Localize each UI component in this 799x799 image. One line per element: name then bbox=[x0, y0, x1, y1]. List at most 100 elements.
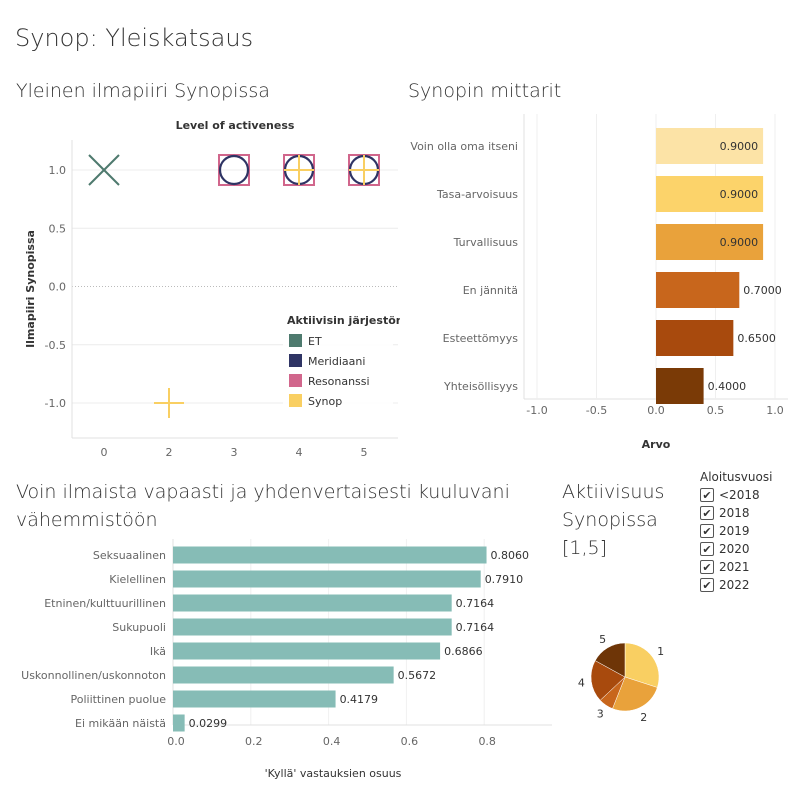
data-label: 0.7000 bbox=[743, 284, 782, 297]
activity-sheet-title: Aktiivisuus Synopissa [1,5] bbox=[562, 478, 664, 562]
data-label: 0.8060 bbox=[491, 549, 530, 562]
x-tick-label: -1.0 bbox=[526, 404, 547, 417]
minority-title-line2: vähemmistöön bbox=[16, 509, 158, 531]
legend-swatch-et bbox=[289, 334, 302, 347]
x-tick-label: 0.0 bbox=[167, 735, 185, 748]
category-label: Ei mikään näistä bbox=[75, 717, 166, 730]
data-label: 0.7910 bbox=[485, 573, 523, 586]
bar bbox=[656, 272, 740, 308]
bar bbox=[173, 546, 487, 564]
data-label: 0.4000 bbox=[708, 380, 747, 393]
x-tick-label: 1.0 bbox=[766, 404, 784, 417]
activity-title-line3: [1,5] bbox=[562, 537, 608, 559]
bar bbox=[656, 224, 764, 260]
checkbox-icon[interactable]: ✔ bbox=[700, 488, 714, 502]
x-tick-label: 0.2 bbox=[245, 735, 263, 748]
x-tick-label: 0.0 bbox=[647, 404, 665, 417]
filter-item-label: 2019 bbox=[719, 524, 750, 538]
bar bbox=[173, 666, 394, 684]
bar bbox=[656, 320, 734, 356]
filter-item-2021[interactable]: ✔ 2021 bbox=[700, 558, 795, 576]
category-label: Ikä bbox=[150, 645, 166, 658]
data-label: 0.9000 bbox=[720, 188, 759, 201]
category-label: Turvallisuus bbox=[453, 236, 519, 249]
bar bbox=[173, 690, 336, 708]
minority-bar-chart: 0.0 0.2 0.4 0.6 0.8 'Kyllä' vastauksien osuus… bbox=[21, 539, 552, 780]
data-label: 0.4179 bbox=[340, 693, 379, 706]
filter-item-2020[interactable]: ✔ 2020 bbox=[700, 540, 795, 558]
pie-label-2: 2 bbox=[640, 711, 647, 724]
x-tick-label: 5 bbox=[361, 446, 368, 459]
climate-scatter-chart: Level of activeness 1.0 0.5 0.0 -0.5 -1.0 0 2 3 4… bbox=[24, 119, 400, 459]
y-axis-label: Ilmapiiri Synopissa bbox=[24, 230, 37, 348]
filter-item-2019[interactable]: ✔ 2019 bbox=[700, 522, 795, 540]
data-label: 0.0299 bbox=[189, 717, 228, 730]
x-tick-label: 3 bbox=[231, 446, 238, 459]
checkbox-icon[interactable]: ✔ bbox=[700, 542, 714, 556]
y-tick-label: 0.5 bbox=[49, 222, 67, 235]
checkbox-icon[interactable]: ✔ bbox=[700, 578, 714, 592]
filter-item-2018[interactable]: ✔ 2018 bbox=[700, 504, 795, 522]
category-label: Uskonnollinen/uskonnoton bbox=[21, 669, 166, 682]
activity-title-line1: Aktiivisuus bbox=[562, 481, 665, 503]
minority-sheet-title: Voin ilmaista vapaasti ja yhdenvertaises… bbox=[16, 478, 510, 534]
bar bbox=[173, 570, 481, 588]
data-label: 0.5672 bbox=[398, 669, 437, 682]
category-label: Poliittinen puolue bbox=[70, 693, 166, 706]
legend-swatch-resonanssi bbox=[289, 374, 302, 387]
category-label: Esteettömyys bbox=[443, 332, 519, 345]
scatter-point-synop bbox=[284, 155, 314, 185]
y-tick-label: 0.0 bbox=[49, 281, 67, 294]
metrics-sheet-title: Synopin mittarit bbox=[408, 80, 562, 102]
category-label: Sukupuoli bbox=[112, 621, 166, 634]
x-tick-label: 2 bbox=[166, 446, 173, 459]
x-tick-label: 0.5 bbox=[707, 404, 725, 417]
data-label: 0.9000 bbox=[720, 140, 759, 153]
bar bbox=[173, 714, 185, 732]
scatter-point-et bbox=[88, 154, 120, 186]
activity-pie-chart: 1 2 3 4 5 bbox=[578, 633, 664, 724]
filter-item-before-2018[interactable]: ✔ <2018 bbox=[700, 486, 795, 504]
pie-slice-4 bbox=[590, 660, 626, 701]
checkbox-icon[interactable]: ✔ bbox=[700, 560, 714, 574]
x-tick-label: 0.8 bbox=[478, 735, 496, 748]
pie-slice-2 bbox=[612, 676, 658, 712]
pie-slice-5 bbox=[594, 642, 626, 678]
filter-title: Aloitusvuosi bbox=[700, 470, 773, 484]
filter-item-label: 2021 bbox=[719, 560, 750, 574]
metrics-bar-chart: -1.0 -0.5 0.0 0.5 1.0 Arvo Voin olla oma itsen… bbox=[410, 114, 788, 451]
pie-label-5: 5 bbox=[599, 633, 606, 646]
climate-chart-title: Level of activeness bbox=[176, 119, 295, 132]
filter-item-label: 2022 bbox=[719, 578, 750, 592]
bar bbox=[173, 642, 441, 660]
x-tick-label: 4 bbox=[296, 446, 303, 459]
cross-stroke bbox=[88, 154, 120, 186]
category-label: Kielellinen bbox=[109, 573, 166, 586]
filter-item-2022[interactable]: ✔ 2022 bbox=[700, 576, 795, 594]
legend-label-et: ET bbox=[308, 335, 322, 348]
legend-swatch-synop bbox=[289, 394, 302, 407]
data-label: 0.6866 bbox=[444, 645, 483, 658]
start-year-filter: Aloitusvuosi ✔ <2018 ✔ 2018 ✔ 2019 ✔ 2020 ✔ 2021 ✔… bbox=[700, 470, 795, 594]
bar bbox=[173, 594, 452, 612]
y-tick-label: -1.0 bbox=[45, 397, 66, 410]
category-label: Voin olla oma itseni bbox=[410, 140, 518, 153]
bar bbox=[656, 368, 704, 404]
x-tick-label: 0.4 bbox=[323, 735, 341, 748]
pie-label-4: 4 bbox=[578, 677, 585, 690]
filter-item-label: 2020 bbox=[719, 542, 750, 556]
pie-label-1: 1 bbox=[657, 645, 664, 658]
legend-title: Aktiivisin järjestöni bbox=[287, 314, 400, 327]
x-tick-label: 0 bbox=[101, 446, 108, 459]
checkbox-icon[interactable]: ✔ bbox=[700, 524, 714, 538]
pie-slice-1 bbox=[624, 642, 660, 688]
data-label: 0.7164 bbox=[456, 597, 495, 610]
legend-label-resonanssi: Resonanssi bbox=[308, 375, 370, 388]
y-tick-label: 1.0 bbox=[49, 164, 67, 177]
x-axis-label: 'Kyllä' vastauksien osuus bbox=[265, 767, 402, 780]
category-label: Yhteisöllisyys bbox=[443, 380, 518, 393]
dashboard-title: Synop: Yleiskatsaus bbox=[15, 24, 254, 52]
legend-swatch-meridiaani bbox=[289, 354, 302, 367]
checkbox-icon[interactable]: ✔ bbox=[700, 506, 714, 520]
x-tick-label: 0.6 bbox=[401, 735, 419, 748]
